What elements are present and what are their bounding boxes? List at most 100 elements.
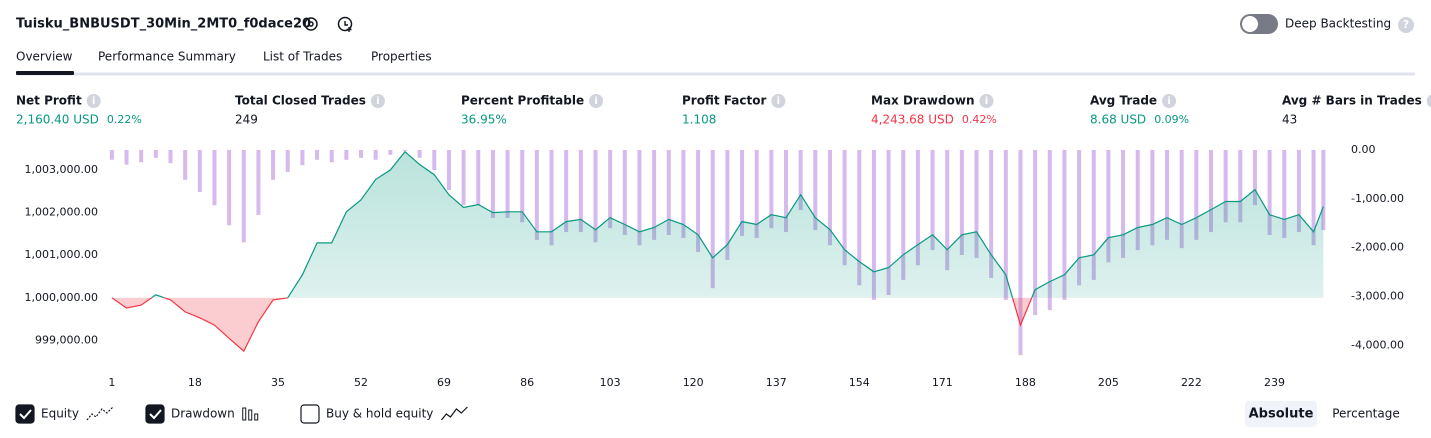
drawdown-bar [798,150,803,211]
drawdown-bar [168,150,173,164]
drawdown-bar [710,150,715,289]
drawdown-bar [1296,150,1301,233]
info-icon[interactable] [1162,94,1177,108]
x-tick-label: 171 [932,376,953,389]
drawdown-bar [930,150,935,251]
info-icon[interactable] [370,94,385,108]
drawdown-bar [696,150,701,253]
drawdown-bar [754,150,759,238]
metric-label: Net Profit [16,94,82,108]
drawdown-bar [344,150,349,160]
legend-label: Buy & hold equity [326,407,433,421]
y-tick-label: 1,001,000.00 [25,248,98,261]
drawdown-bar [139,150,144,163]
info-icon[interactable] [771,94,786,108]
help-icon[interactable]: ? [1398,17,1414,33]
tab[interactable]: List of Trades [263,50,342,64]
info-glyph: i [376,96,379,107]
info-glyph: i [92,96,95,107]
equity-area-down [111,297,1032,352]
metric-label: Avg # Bars in Trades [1282,94,1422,108]
drawdown-bar [1165,150,1170,240]
mode-button-active[interactable] [1245,401,1317,427]
metric-label: Percent Profitable [461,94,584,108]
metric-label: Max Drawdown [871,94,974,108]
y2-tick-label: -4,000.00 [1351,338,1404,351]
drawdown-bar [183,150,188,180]
drawdown-bar [1091,150,1096,280]
y2-tick-label: -1,000.00 [1351,192,1404,205]
tab[interactable]: Overview [16,50,73,64]
drawdown-bar [666,150,671,235]
metric-value: 2,160.40 USD [16,113,99,127]
drawdown-bar [1267,150,1272,235]
drawdown-bar [813,150,818,231]
legend-icon [242,407,259,421]
drawdown-bar [1223,150,1228,223]
legend-checkbox[interactable] [300,404,320,424]
drawdown-bar [549,150,554,246]
drawdown-bar [1077,150,1082,286]
tab[interactable]: Properties [371,50,432,64]
legend-checkbox[interactable] [145,404,165,424]
mode-button[interactable]: Percentage [1332,407,1400,421]
drawdown-bar [1282,150,1287,238]
drawdown-bar [1106,150,1111,263]
metric-percent: 0.09% [1154,113,1189,126]
metric-value: 4,243.68 USD [871,113,954,127]
y-tick-label: 1,000,000.00 [25,291,98,304]
drawdown-bar [593,150,598,243]
drawdown-bar [827,150,832,246]
metric-label: Profit Factor [682,94,766,108]
info-icon[interactable] [589,94,604,108]
mode-button[interactable]: Absolute [1249,407,1314,422]
drawdown-bar [476,150,481,206]
drawdown-bar [652,150,657,240]
drawdown-bar [1208,150,1213,233]
drawdown-bar [989,150,994,278]
drawdown-bar [241,150,246,243]
x-tick-label: 222 [1181,376,1202,389]
equity-line [111,150,1324,298]
drawdown-bar [1062,150,1067,300]
info-icon[interactable] [979,94,994,108]
drawdown-bar [197,150,202,192]
deep-backtesting-toggle[interactable] [1240,14,1278,34]
drawdown-bar [1238,150,1243,223]
drawdown-bar [153,150,158,158]
drawdown-bar [901,150,906,280]
settings-icon[interactable] [304,17,318,31]
add-alert-icon[interactable] [337,16,353,33]
drawdown-bar [212,150,217,206]
check-glyph [19,409,32,420]
drawdown-bar [1135,150,1140,251]
drawdown-bar [505,150,510,218]
drawdown-bar [564,150,569,233]
legend-label: Drawdown [171,407,235,421]
drawdown-bar [725,150,730,260]
drawdown-bar [622,150,627,235]
info-icon[interactable] [86,94,101,108]
svg-text:?: ? [1403,18,1409,31]
drawdown-bar [1033,150,1038,316]
drawdown-bar [271,150,276,180]
drawdown-bar [534,150,539,240]
drawdown-bar [681,150,686,238]
drawdown-bar [300,150,305,166]
drawdown-bar [520,150,525,223]
toggle-label: Deep Backtesting [1285,17,1391,31]
tab[interactable]: Performance Summary [98,50,236,64]
drawdown-bar [1311,150,1316,246]
x-tick-label: 137 [766,376,787,389]
legend-icon [440,406,468,421]
x-tick-label: 154 [849,376,870,389]
x-tick-label: 52 [354,376,368,389]
drawdown-bar [329,150,334,163]
y2-tick-label: -2,000.00 [1351,241,1404,254]
x-tick-label: 120 [683,376,704,389]
active-tab-indicator [16,71,74,75]
legend-checkbox[interactable] [15,404,35,424]
y-tick-label: 1,003,000.00 [25,163,98,176]
info-icon[interactable] [1426,94,1431,108]
strategy-title: Tuisku_BNBUSDT_30Min_2MT0_f0dace20 [16,17,311,32]
